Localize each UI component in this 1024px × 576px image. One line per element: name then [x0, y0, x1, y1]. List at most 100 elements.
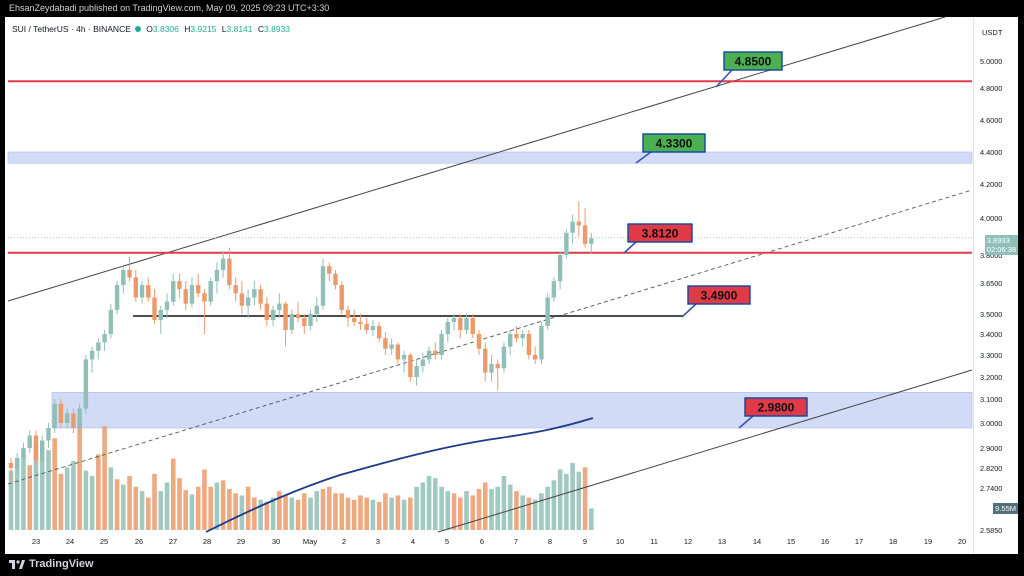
channel-lower-line	[437, 369, 973, 533]
candle-body	[27, 435, 32, 448]
volume-bar	[183, 490, 189, 530]
candle-body	[121, 269, 126, 286]
candle-body	[227, 258, 232, 286]
volume-bar	[258, 499, 263, 530]
price-label: 3.8120	[642, 227, 679, 241]
candle-body	[364, 324, 369, 330]
volume-bar	[202, 469, 207, 530]
candle-body	[289, 314, 294, 330]
low-value: 3.8141	[226, 24, 253, 34]
volume-bar	[27, 465, 33, 530]
candle-body	[358, 322, 363, 324]
tradingview-logo-icon[interactable]	[9, 559, 25, 569]
volume-bar	[58, 473, 64, 530]
volume-bar	[283, 495, 288, 530]
volume-bar	[426, 476, 432, 530]
candle-body	[277, 303, 282, 310]
volume-bar	[551, 480, 557, 530]
price-label-box	[687, 285, 751, 305]
candle-body	[8, 463, 14, 468]
volume-bar	[582, 467, 588, 530]
volume-bar	[464, 491, 469, 530]
candle-body	[327, 266, 332, 274]
volume-bar	[33, 445, 39, 530]
candle-body	[220, 258, 226, 270]
support-resistance-zone	[7, 151, 973, 164]
candle-body	[489, 363, 494, 373]
price-label-box	[723, 51, 783, 71]
candle-body	[320, 266, 326, 306]
volume-bar	[364, 497, 369, 530]
volume-bar	[127, 476, 132, 530]
close-value: 3.8933	[264, 24, 291, 34]
volume-bar	[102, 426, 107, 530]
open-label: O	[146, 24, 153, 34]
volume-bar	[351, 499, 357, 530]
volume-bar	[383, 493, 388, 530]
volume-bar	[220, 480, 226, 530]
candle-body	[40, 440, 45, 461]
high-value: 3.9215	[190, 24, 217, 34]
candle-body	[370, 326, 376, 330]
volume-bar	[264, 501, 270, 530]
candle-body	[233, 285, 238, 294]
volume-bar	[451, 493, 457, 530]
volume-bar	[576, 471, 582, 530]
volume-bar	[501, 476, 507, 530]
candle-body	[570, 221, 575, 233]
volume-bar	[239, 495, 245, 530]
candle-countdown: 02:06:38	[986, 245, 1016, 254]
volume-bar	[289, 497, 295, 530]
candle-body	[508, 334, 513, 347]
volume-bar	[420, 482, 426, 530]
volume-bar	[557, 469, 563, 530]
candle-body	[33, 435, 39, 461]
candle-body	[514, 334, 519, 339]
candle-body	[389, 344, 394, 349]
volume-bar	[233, 493, 238, 530]
candle-body	[214, 269, 220, 282]
symbol-title[interactable]: SUI / TetherUS · 4h · BINANCE	[12, 24, 131, 34]
moving-average-line	[205, 417, 594, 533]
price-axis[interactable]	[974, 17, 1018, 554]
volume-bar	[71, 460, 76, 530]
volume-bar	[514, 491, 519, 530]
candle-body	[501, 346, 507, 369]
candle-body	[576, 221, 582, 226]
volume-bar	[89, 476, 95, 530]
brand-name[interactable]: TradingView	[29, 558, 94, 570]
volume-bar	[252, 497, 257, 530]
candle-body	[470, 318, 475, 334]
price-label: 4.3300	[656, 137, 693, 151]
volume-bar	[145, 497, 151, 530]
volume-bar	[39, 458, 45, 530]
low-label: L	[221, 24, 227, 34]
price-label-box	[642, 133, 706, 153]
volume-bar	[208, 486, 213, 530]
open-value: 3.8306	[152, 24, 179, 34]
price-axis-border	[973, 17, 974, 554]
close-label: C	[257, 24, 265, 34]
candle-body	[158, 309, 163, 320]
candle-body	[164, 301, 170, 310]
candle-body	[476, 334, 482, 349]
candle-body	[545, 297, 550, 326]
volume-bar	[532, 499, 538, 530]
volume-bar	[96, 454, 101, 530]
volume-bar	[376, 501, 382, 530]
candle-body	[433, 350, 438, 355]
volume-bar	[545, 486, 550, 530]
candle-body	[21, 448, 26, 458]
candle-body	[264, 303, 270, 320]
volume-bar	[227, 488, 232, 530]
volume-bar	[277, 491, 282, 530]
volume-bar	[320, 488, 326, 530]
volume-bar	[139, 491, 145, 530]
volume-tag: 9.55M	[993, 503, 1018, 514]
callout-pointer	[715, 69, 733, 88]
volume-bar	[520, 495, 525, 530]
volume-bar	[114, 479, 120, 530]
volume-bar	[64, 467, 70, 530]
candle-body	[152, 297, 157, 320]
